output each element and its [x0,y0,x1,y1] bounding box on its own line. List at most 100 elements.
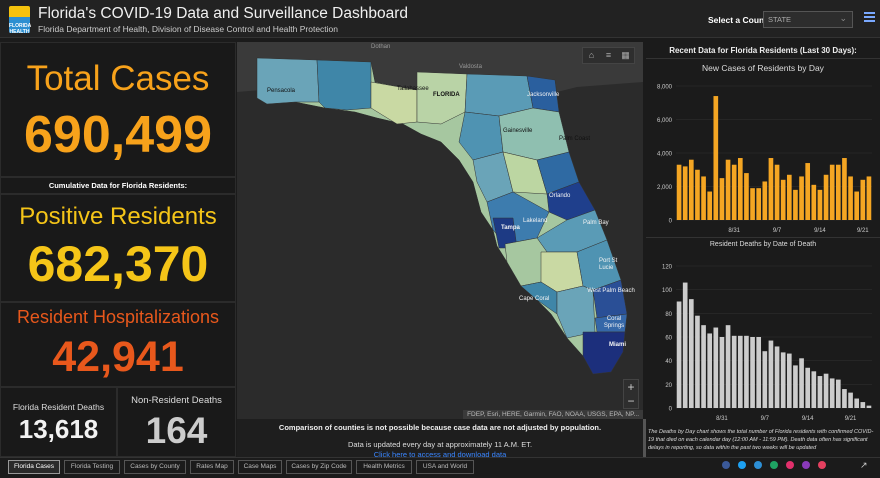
zoom-controls: + − [623,379,639,409]
tab-florida-cases[interactable]: Florida Cases [8,460,60,474]
bar[interactable] [701,176,706,220]
bar[interactable] [695,169,700,220]
bar[interactable] [835,164,841,220]
twitter-icon[interactable] [738,461,746,469]
map-label-jacksonville: Jacksonville [527,92,560,98]
menu-icon[interactable] [864,12,875,24]
bar[interactable] [786,353,792,408]
bar[interactable] [823,174,829,220]
tab-cases-by-county[interactable]: Cases by County [124,460,186,474]
bar[interactable] [780,179,786,220]
bar[interactable] [780,352,786,408]
bar[interactable] [786,174,792,220]
linkedin-icon[interactable] [754,461,762,469]
bar[interactable] [737,335,743,408]
whatsapp-icon[interactable] [770,461,778,469]
bar[interactable] [707,333,713,408]
map-label-orlando: Orlando [549,193,571,199]
bar[interactable] [829,164,835,220]
tab-health-metrics[interactable]: Health Metrics [356,460,412,474]
bar[interactable] [854,191,860,220]
basemap-gallery-icon[interactable]: ▦ [621,50,630,60]
bar[interactable] [682,166,688,220]
share-icon[interactable] [818,461,826,469]
bar[interactable] [829,378,835,408]
florida-county-map[interactable]: Dothan Valdosta Pensacola Tallahassee Ja… [237,42,643,419]
tab-florida-testing[interactable]: Florida Testing [64,460,120,474]
bar[interactable] [762,181,768,220]
bar[interactable] [811,184,817,220]
bar[interactable] [756,188,762,220]
bar[interactable] [707,191,713,220]
bar[interactable] [688,299,694,408]
fl-deaths-value: 13,618 [18,414,99,444]
email-icon[interactable] [802,461,810,469]
bar[interactable] [835,379,841,408]
bar[interactable] [676,164,682,220]
bar[interactable] [719,178,725,220]
bar[interactable] [866,405,872,408]
bar[interactable] [866,176,872,220]
bar[interactable] [701,325,706,408]
bar[interactable] [713,327,719,408]
bar[interactable] [750,337,755,408]
bar[interactable] [848,176,853,220]
total-cases-panel: Total Cases 690,499 [0,42,236,177]
bar[interactable] [676,301,682,409]
bar[interactable] [823,373,829,408]
bar[interactable] [731,335,737,408]
bar[interactable] [799,358,804,408]
y-tick-label: 0 [669,219,673,225]
bar[interactable] [848,392,853,408]
bar[interactable] [774,164,780,220]
bar[interactable] [774,346,780,408]
tab-usa-and-world[interactable]: USA and World [416,460,474,474]
bar[interactable] [817,189,823,220]
bar[interactable] [768,158,774,220]
tab-rates-map[interactable]: Rates Map [190,460,234,474]
bar[interactable] [799,176,804,220]
bar[interactable] [793,365,798,408]
bar[interactable] [695,315,700,408]
total-cases-label: Total Cases [26,59,210,98]
zoom-in-button[interactable]: + [627,380,635,394]
bar[interactable] [682,282,688,408]
bar[interactable] [744,335,749,408]
bar[interactable] [744,173,749,220]
footer-scrollbar[interactable] [643,419,646,457]
bar[interactable] [842,158,847,220]
zoom-out-button[interactable]: − [627,394,635,408]
home-icon[interactable]: ⌂ [588,50,595,60]
bar[interactable] [756,337,762,408]
bar[interactable] [805,367,811,408]
bar[interactable] [737,158,743,220]
bar[interactable] [725,325,731,408]
bar[interactable] [750,188,755,220]
bar[interactable] [854,398,860,408]
bar[interactable] [725,159,731,220]
bar[interactable] [731,164,737,220]
tab-cases-by-zip-code[interactable]: Cases by Zip Code [286,460,352,474]
bar[interactable] [762,351,768,408]
bar[interactable] [719,337,725,408]
facebook-icon[interactable] [722,461,730,469]
download-data-link[interactable]: Click here to access and download data [373,450,507,459]
bar[interactable] [817,376,823,408]
legend-list-icon[interactable]: ≡ [605,50,612,60]
map-toolbar: ⌂ ≡ ▦ [582,47,635,64]
external-link-icon[interactable]: ↗ [860,460,868,470]
bar[interactable] [860,402,866,408]
bar[interactable] [793,189,798,220]
bar[interactable] [805,163,811,220]
county-select[interactable]: STATE ⌄ [763,11,853,28]
nonres-deaths-label: Non-Resident Deaths [131,395,222,406]
bar[interactable] [688,159,694,220]
bar[interactable] [768,340,774,408]
bar[interactable] [860,179,866,220]
recent-data-panel: Recent Data for Florida Residents (Last … [646,42,880,457]
instagram-icon[interactable] [786,461,794,469]
bar[interactable] [713,96,719,220]
tab-case-maps[interactable]: Case Maps [238,460,282,474]
bar[interactable] [842,389,847,408]
bar[interactable] [811,371,817,408]
